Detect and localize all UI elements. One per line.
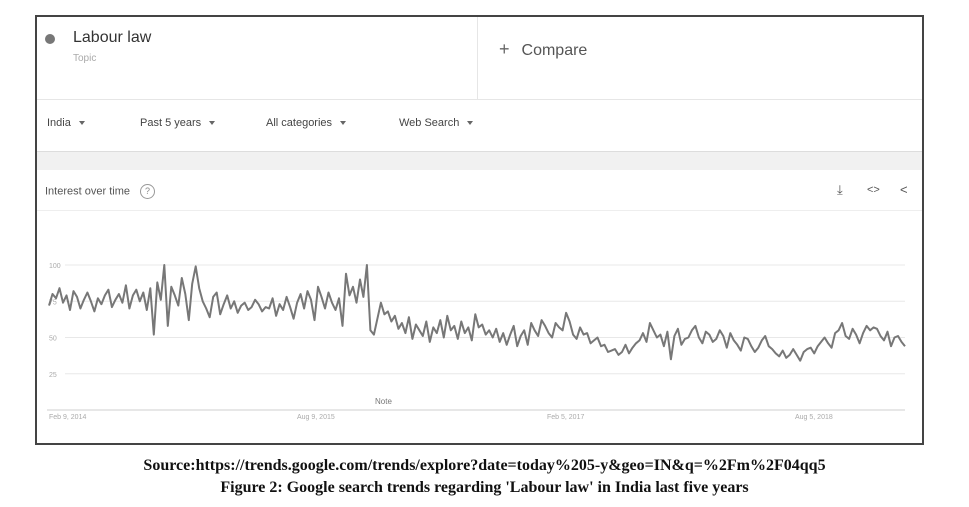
x-tick-label: Aug 9, 2015 [297,414,335,421]
compare-label: Compare [521,42,588,59]
y-tick-label: 50 [49,336,57,343]
embed-icon[interactable]: <> [867,184,880,196]
term-name: Labour law [73,29,152,46]
figure-caption: Figure 2: Google search trends regarding… [220,479,749,496]
note-label: Note [375,397,392,406]
y-tick-label: 25 [49,372,57,379]
time-range-dropdown[interactable]: Past 5 years [140,117,216,129]
caret-down-icon [78,121,85,126]
x-tick-label: Feb 5, 2017 [547,414,584,421]
section-divider [37,152,922,170]
term-type: Topic [73,53,97,64]
trends-panel: Labour law Topic + Compare India Past 5 y… [35,15,924,445]
caret-down-icon [209,121,216,126]
search-type-label: Web Search [399,117,460,129]
term-row: Labour law Topic + Compare [37,17,922,100]
y-tick-label: 100 [49,263,61,270]
term-color-dot [45,34,55,44]
filter-bar: India Past 5 years All categories Web Se… [37,99,922,152]
region-label: India [47,117,71,129]
region-dropdown[interactable]: India [47,117,85,129]
interest-over-time-chart: 100 75 50 25 Feb 9, 2014 Aug 9, 2015 Feb 5, 20… [47,263,906,421]
card-title-text: Interest over time [45,185,130,198]
source-citation: Source:https://trends.google.com/trends/… [143,457,826,474]
card-title: Interest over time? [45,184,155,199]
x-tick-label: Aug 5, 2018 [795,414,833,421]
compare-button[interactable]: + Compare [499,39,587,60]
time-range-label: Past 5 years [140,117,202,129]
plus-icon: + [499,39,510,59]
y-tick-label: 75 [49,299,57,306]
x-tick-label: Feb 9, 2014 [49,414,86,421]
download-icon[interactable]: ⤓ [837,182,843,197]
caret-down-icon [467,121,474,126]
share-icon[interactable]: < [900,182,908,197]
help-icon[interactable]: ? [139,184,155,199]
search-term-chip[interactable]: Labour law Topic [37,17,478,99]
series-line [48,264,906,362]
search-type-dropdown[interactable]: Web Search [399,117,474,129]
category-dropdown[interactable]: All categories [266,117,347,129]
category-label: All categories [266,117,333,129]
card-header: Interest over time? ⤓ <> < [37,170,922,211]
caret-down-icon [340,121,347,126]
